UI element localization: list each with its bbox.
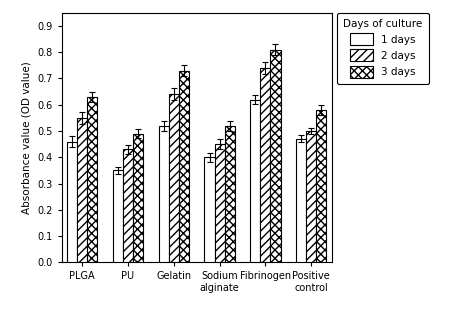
Bar (215, 144, 225, 262)
Bar (87, 97, 97, 262)
Legend: 1 days, 2 days, 3 days: 1 days, 2 days, 3 days (337, 13, 429, 84)
Bar (179, 71, 189, 262)
Bar (204, 157, 215, 262)
Bar (169, 94, 179, 262)
Bar (260, 68, 271, 262)
Bar (67, 141, 77, 262)
Bar (296, 139, 306, 262)
Bar (250, 100, 260, 262)
Y-axis label: Absorbance value (OD value): Absorbance value (OD value) (22, 61, 32, 214)
Bar (113, 171, 123, 262)
Bar (133, 134, 143, 262)
Bar (316, 110, 326, 262)
Bar (159, 126, 169, 262)
Bar (77, 118, 87, 262)
Bar (123, 149, 133, 262)
Bar (271, 50, 281, 262)
Bar (225, 126, 235, 262)
Bar (306, 131, 316, 262)
